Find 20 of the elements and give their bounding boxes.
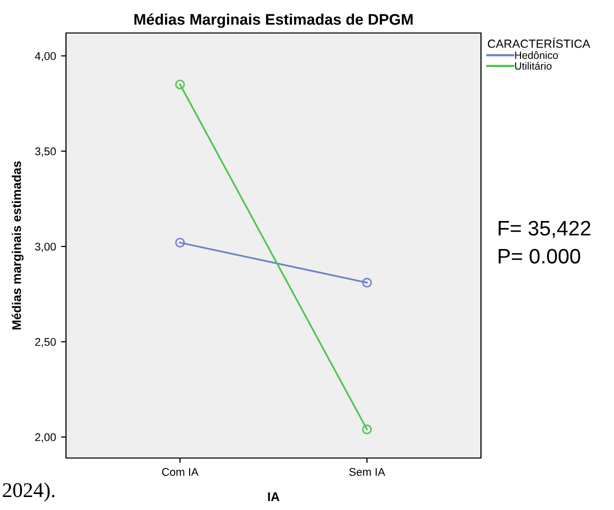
legend-label: Utilitário xyxy=(515,62,552,70)
legend-title: CARACTERÍSTICA xyxy=(488,38,590,48)
legend-label: Hedônico xyxy=(515,51,558,59)
x-tick-label: Sem IA xyxy=(349,468,386,476)
point xyxy=(175,80,185,90)
text: F= 35,422 xyxy=(498,220,590,238)
point xyxy=(362,278,372,288)
y-tick-label: 2,00 xyxy=(35,433,56,442)
y-tick-label: 4,00 xyxy=(34,52,56,62)
x-axis-title: IA xyxy=(268,492,280,502)
text: P= 0.000 xyxy=(498,248,580,264)
y-tick-label: 3,00 xyxy=(35,242,56,252)
point xyxy=(175,238,185,248)
text: 2024). xyxy=(2,482,54,502)
point xyxy=(362,424,372,434)
y-tick-label: 3,50 xyxy=(35,147,56,157)
y-tick-label: 2,50 xyxy=(35,338,56,348)
chart-title: Médias Marginais Estimadas de DPGM xyxy=(134,13,413,28)
x-tick-label: Com IA xyxy=(162,468,199,476)
y-axis-title: Médias marginais estimadas xyxy=(12,161,24,330)
